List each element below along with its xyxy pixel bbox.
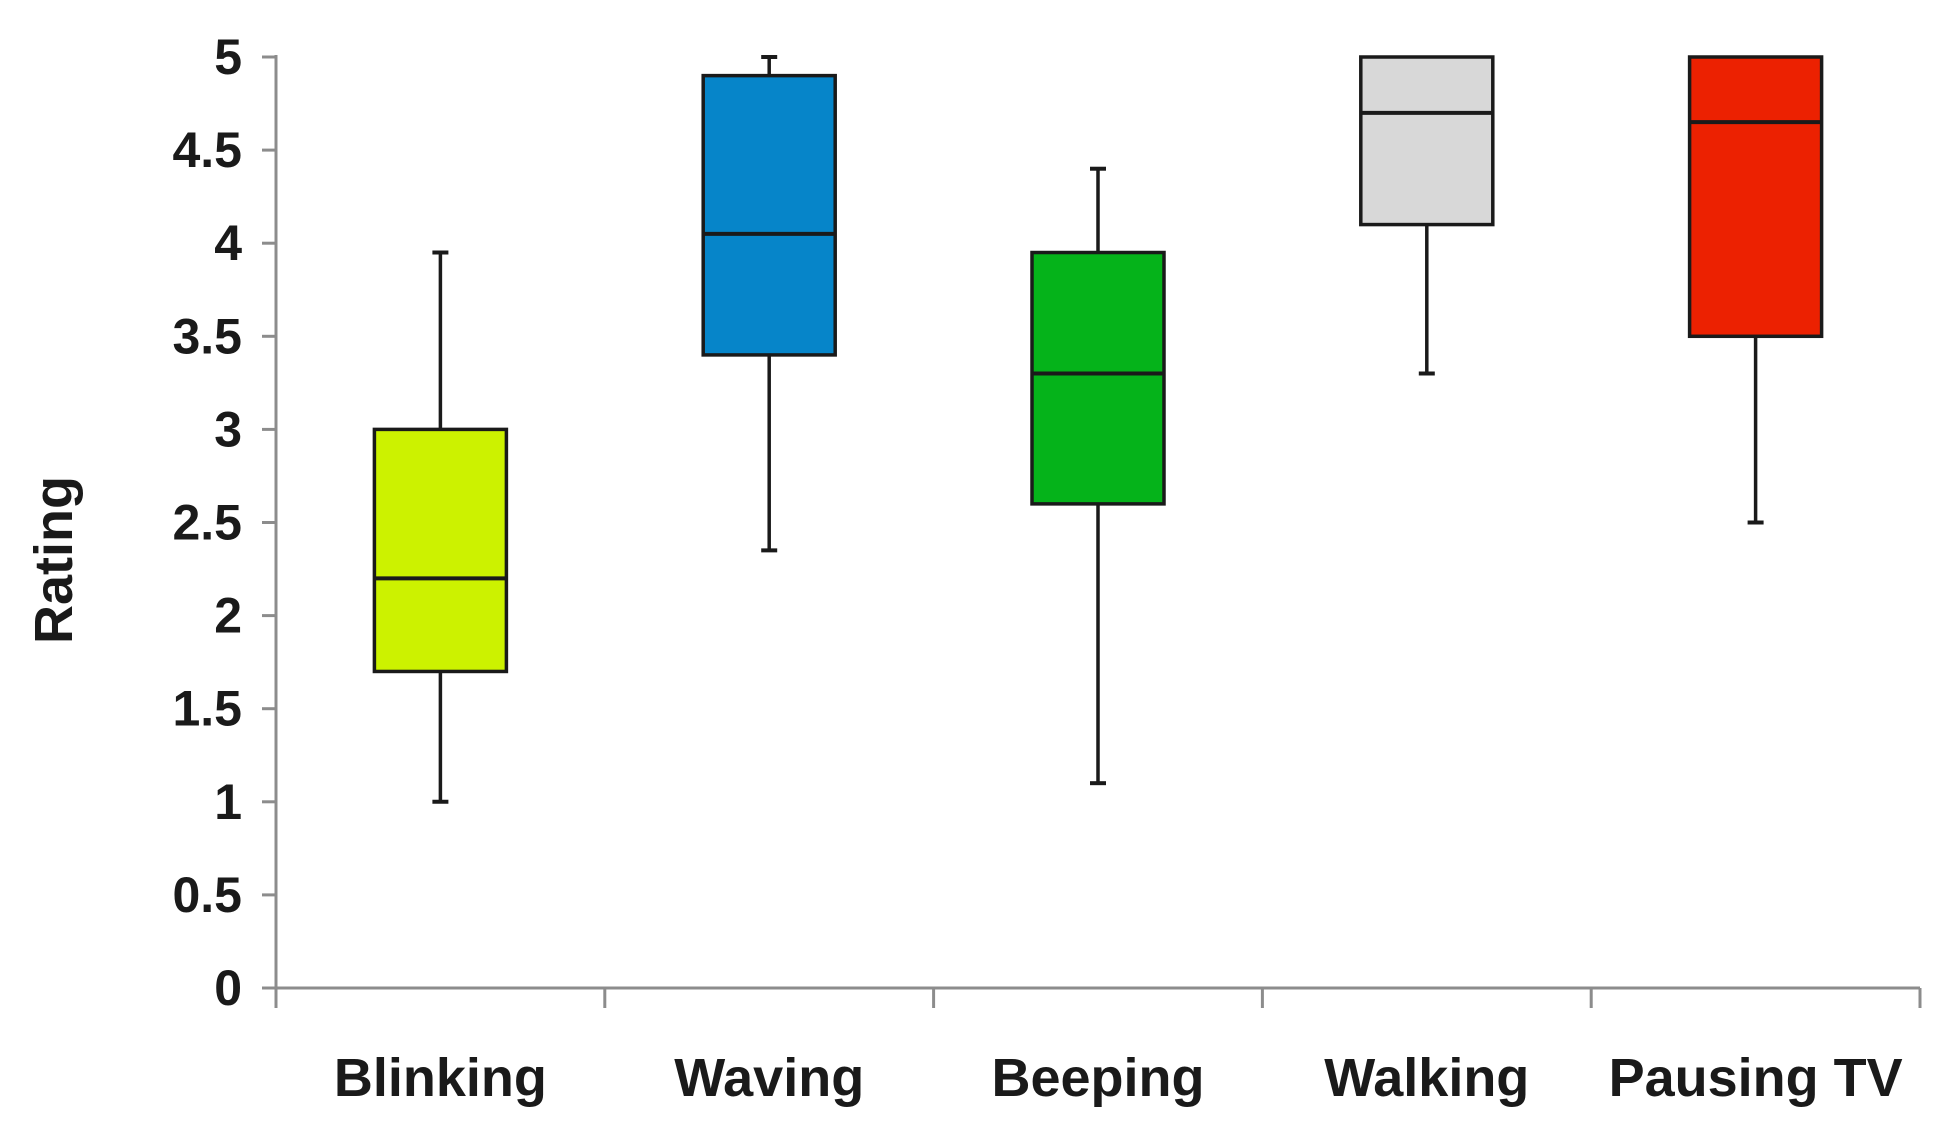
x-category-label: Walking [1324, 1048, 1529, 1108]
y-tick-label: 4 [214, 215, 242, 271]
box-pausing-tv [1687, 55, 1824, 525]
y-tick-label: 0 [214, 960, 242, 1016]
x-category-label: Beeping [991, 1048, 1204, 1108]
x-category-label: Blinking [334, 1048, 547, 1108]
y-tick-label: 5 [214, 29, 242, 85]
axes [262, 55, 1922, 1008]
y-tick-label: 0.5 [172, 867, 242, 923]
iqr-box [372, 427, 509, 674]
x-category-label: Pausing TV [1609, 1048, 1903, 1108]
y-tick-label: 2 [214, 588, 242, 644]
y-tick-label: 2.5 [172, 495, 242, 551]
x-category-label: Waving [674, 1048, 864, 1108]
box-waving [701, 55, 837, 553]
y-tick-label: 1 [214, 774, 242, 830]
y-tick-label: 1.5 [172, 681, 242, 737]
box-series [372, 55, 1824, 804]
box-walking [1359, 55, 1495, 376]
tick-labels: 0 0.5 1 1.5 2 2.5 3 3.5 4 4.5 5 Blinking Waving Beepi… [172, 29, 1902, 1108]
iqr-box [1359, 55, 1495, 227]
y-tick-label: 3 [214, 401, 242, 457]
y-axis-title: Rating [24, 476, 84, 644]
iqr-box [701, 73, 837, 357]
box-beeping [1030, 166, 1166, 786]
iqr-box [1687, 55, 1824, 339]
iqr-box [1030, 250, 1166, 506]
y-tick-label: 4.5 [172, 122, 242, 178]
box-blinking [372, 250, 509, 804]
y-tick-label: 3.5 [172, 308, 242, 364]
